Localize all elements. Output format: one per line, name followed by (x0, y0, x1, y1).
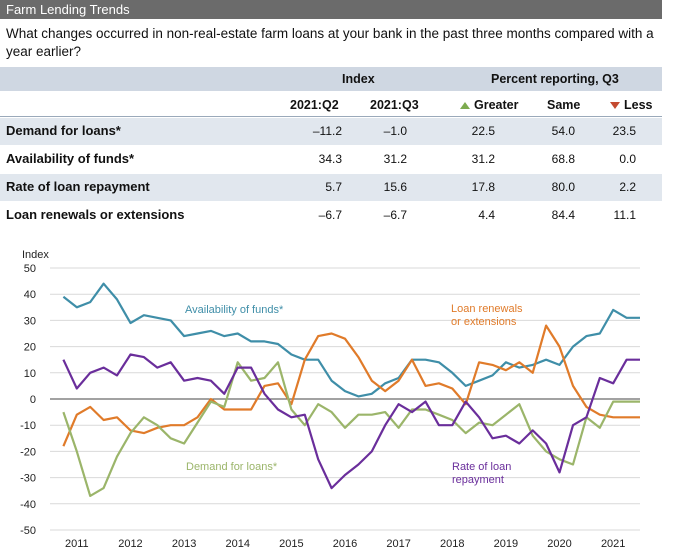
x-tick-label: 2020 (547, 538, 571, 550)
series-lines (62, 282, 640, 497)
percent-group-label: Percent reporting, Q3 (491, 72, 619, 86)
series-label-rate-of-loan-repayment: Rate of loan repayment (452, 461, 511, 486)
x-tick-label: 2011 (65, 538, 89, 550)
page-title: Farm Lending Trends (0, 0, 662, 19)
table-row: Availability of funds* 34.3 31.2 31.2 68… (0, 146, 662, 173)
triangle-down-icon (610, 102, 620, 110)
y-tick-label: -50 (20, 525, 36, 537)
cell: 54.0 (551, 124, 575, 138)
y-tick-label: 40 (24, 289, 36, 301)
series-label-line: Rate of loan (452, 461, 511, 473)
x-tick-label: 2012 (118, 538, 142, 550)
row-label: Rate of loan repayment (6, 179, 150, 194)
row-label: Loan renewals or extensions (6, 207, 185, 222)
cell: 5.7 (325, 180, 342, 194)
x-tick-label: 2016 (333, 538, 357, 550)
cell: 23.5 (612, 124, 636, 138)
x-tick-label: 2013 (172, 538, 196, 550)
x-tick-label: 2015 (279, 538, 303, 550)
x-tick-label: 2018 (440, 538, 464, 550)
series-line-rate-of-loan-repayment (62, 353, 640, 490)
table-column-header: 2021:Q2 2021:Q3 Greater Same Less (0, 92, 662, 117)
cell: 84.4 (551, 208, 575, 222)
cell: –1.0 (383, 124, 407, 138)
index-group-label: Index (342, 72, 375, 86)
cell: –6.7 (383, 208, 407, 222)
cell: 4.4 (478, 208, 495, 222)
series-label-line: or extensions (451, 316, 517, 328)
y-tick-label: -10 (20, 420, 36, 432)
cell: 34.3 (318, 152, 342, 166)
cell: 17.8 (471, 180, 495, 194)
series-label-line: Loan renewals (451, 303, 523, 315)
series-line-availability-of-funds (62, 282, 640, 398)
cell: 31.2 (471, 152, 495, 166)
cell: 80.0 (551, 180, 575, 194)
col-2021q2: 2021:Q2 (290, 98, 339, 112)
x-tick-label: 2019 (494, 538, 518, 550)
cell: 31.2 (383, 152, 407, 166)
col-same: Same (547, 98, 581, 112)
x-axis-ticks: 2011 2012 2013 2014 2015 2016 2017 2018 2019 2020… (65, 538, 625, 550)
table-row: Demand for loans* –11.2 –1.0 22.5 54.0 2… (0, 118, 662, 145)
y-tick-label: 30 (24, 315, 36, 327)
series-line-loan-renewals-or-extensions (62, 324, 640, 447)
y-tick-label: 10 (24, 368, 36, 380)
cell: 2.2 (619, 180, 636, 194)
col-2021q3: 2021:Q3 (370, 98, 419, 112)
cell: –6.7 (318, 208, 342, 222)
survey-question: What changes occurred in non-real-estate… (6, 26, 654, 59)
triangle-up-icon (460, 102, 470, 110)
cell: 11.1 (613, 208, 636, 222)
y-tick-label: 0 (30, 394, 36, 406)
series-label-line: Availability of funds* (185, 304, 284, 316)
x-tick-label: 2017 (386, 538, 410, 550)
table-row: Loan renewals or extensions –6.7 –6.7 4.… (0, 202, 662, 229)
grid (50, 267, 640, 531)
y-axis-title: Index (22, 249, 49, 261)
series-label-availability-of-funds: Availability of funds* (185, 304, 284, 316)
series-label-demand-for-loans: Demand for loans* (186, 461, 278, 473)
table-group-header: Index Percent reporting, Q3 (0, 67, 662, 91)
x-tick-label: 2014 (225, 538, 249, 550)
y-tick-label: 50 (24, 263, 36, 275)
row-label: Availability of funds* (6, 151, 135, 166)
cell: –11.2 (312, 124, 342, 138)
series-label-line: repayment (452, 474, 504, 486)
y-tick-label: -30 (20, 473, 36, 485)
cell: 0.0 (619, 152, 636, 166)
y-tick-label: -40 (20, 499, 36, 511)
row-label: Demand for loans* (6, 123, 121, 138)
table-row: Rate of loan repayment 5.7 15.6 17.8 80.… (0, 174, 662, 201)
y-tick-label: -20 (20, 446, 36, 458)
col-less: Less (610, 98, 653, 112)
col-greater: Greater (460, 98, 518, 112)
cell: 68.8 (551, 152, 575, 166)
y-axis-ticks: 50 40 30 20 10 0 -10 -20 -30 -40 -50 (20, 263, 36, 537)
cell: 15.6 (383, 180, 407, 194)
y-tick-label: 20 (24, 342, 36, 354)
series-labels: Availability of funds* Loan renewals or ex… (185, 303, 523, 486)
series-label-loan-renewals-or-extensions: Loan renewals or extensions (451, 303, 523, 328)
series-line-demand-for-loans (62, 361, 640, 497)
cell: 22.5 (471, 124, 495, 138)
series-label-line: Demand for loans* (186, 461, 278, 473)
x-tick-label: 2021 (601, 538, 625, 550)
